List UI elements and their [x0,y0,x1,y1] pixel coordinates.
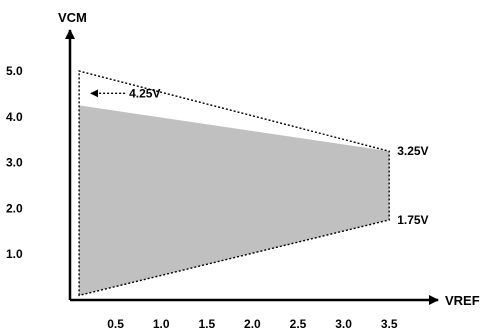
y-tick-label: 1.0 [6,247,23,261]
x-tick-label: 3.0 [335,317,352,331]
x-tick-labels: 0.5 1.0 1.5 2.0 2.5 3.0 3.5 [107,317,398,331]
y-tick-label: 3.0 [6,156,23,170]
y-tick-label: 5.0 [6,64,23,78]
operating-region [79,105,390,296]
x-tick-label: 3.5 [381,317,398,331]
y-tick-labels: 1.0 2.0 3.0 4.0 5.0 [6,64,23,261]
y-axis-title: VCM [58,10,87,25]
annotation-1-75v: 1.75V [397,213,428,227]
y-tick-label: 4.0 [6,110,23,124]
x-tick-label: 0.5 [107,317,124,331]
x-tick-label: 1.5 [198,317,215,331]
x-tick-label: 2.0 [244,317,261,331]
annotation-4-25v: 4.25V [129,86,160,100]
annotation-3-25v: 3.25V [397,144,428,158]
x-axis-title: VREF [445,293,480,308]
y-tick-label: 2.0 [6,201,23,215]
x-tick-label: 1.0 [153,317,170,331]
boundary-outline [78,70,390,297]
x-tick-label: 2.5 [290,317,307,331]
